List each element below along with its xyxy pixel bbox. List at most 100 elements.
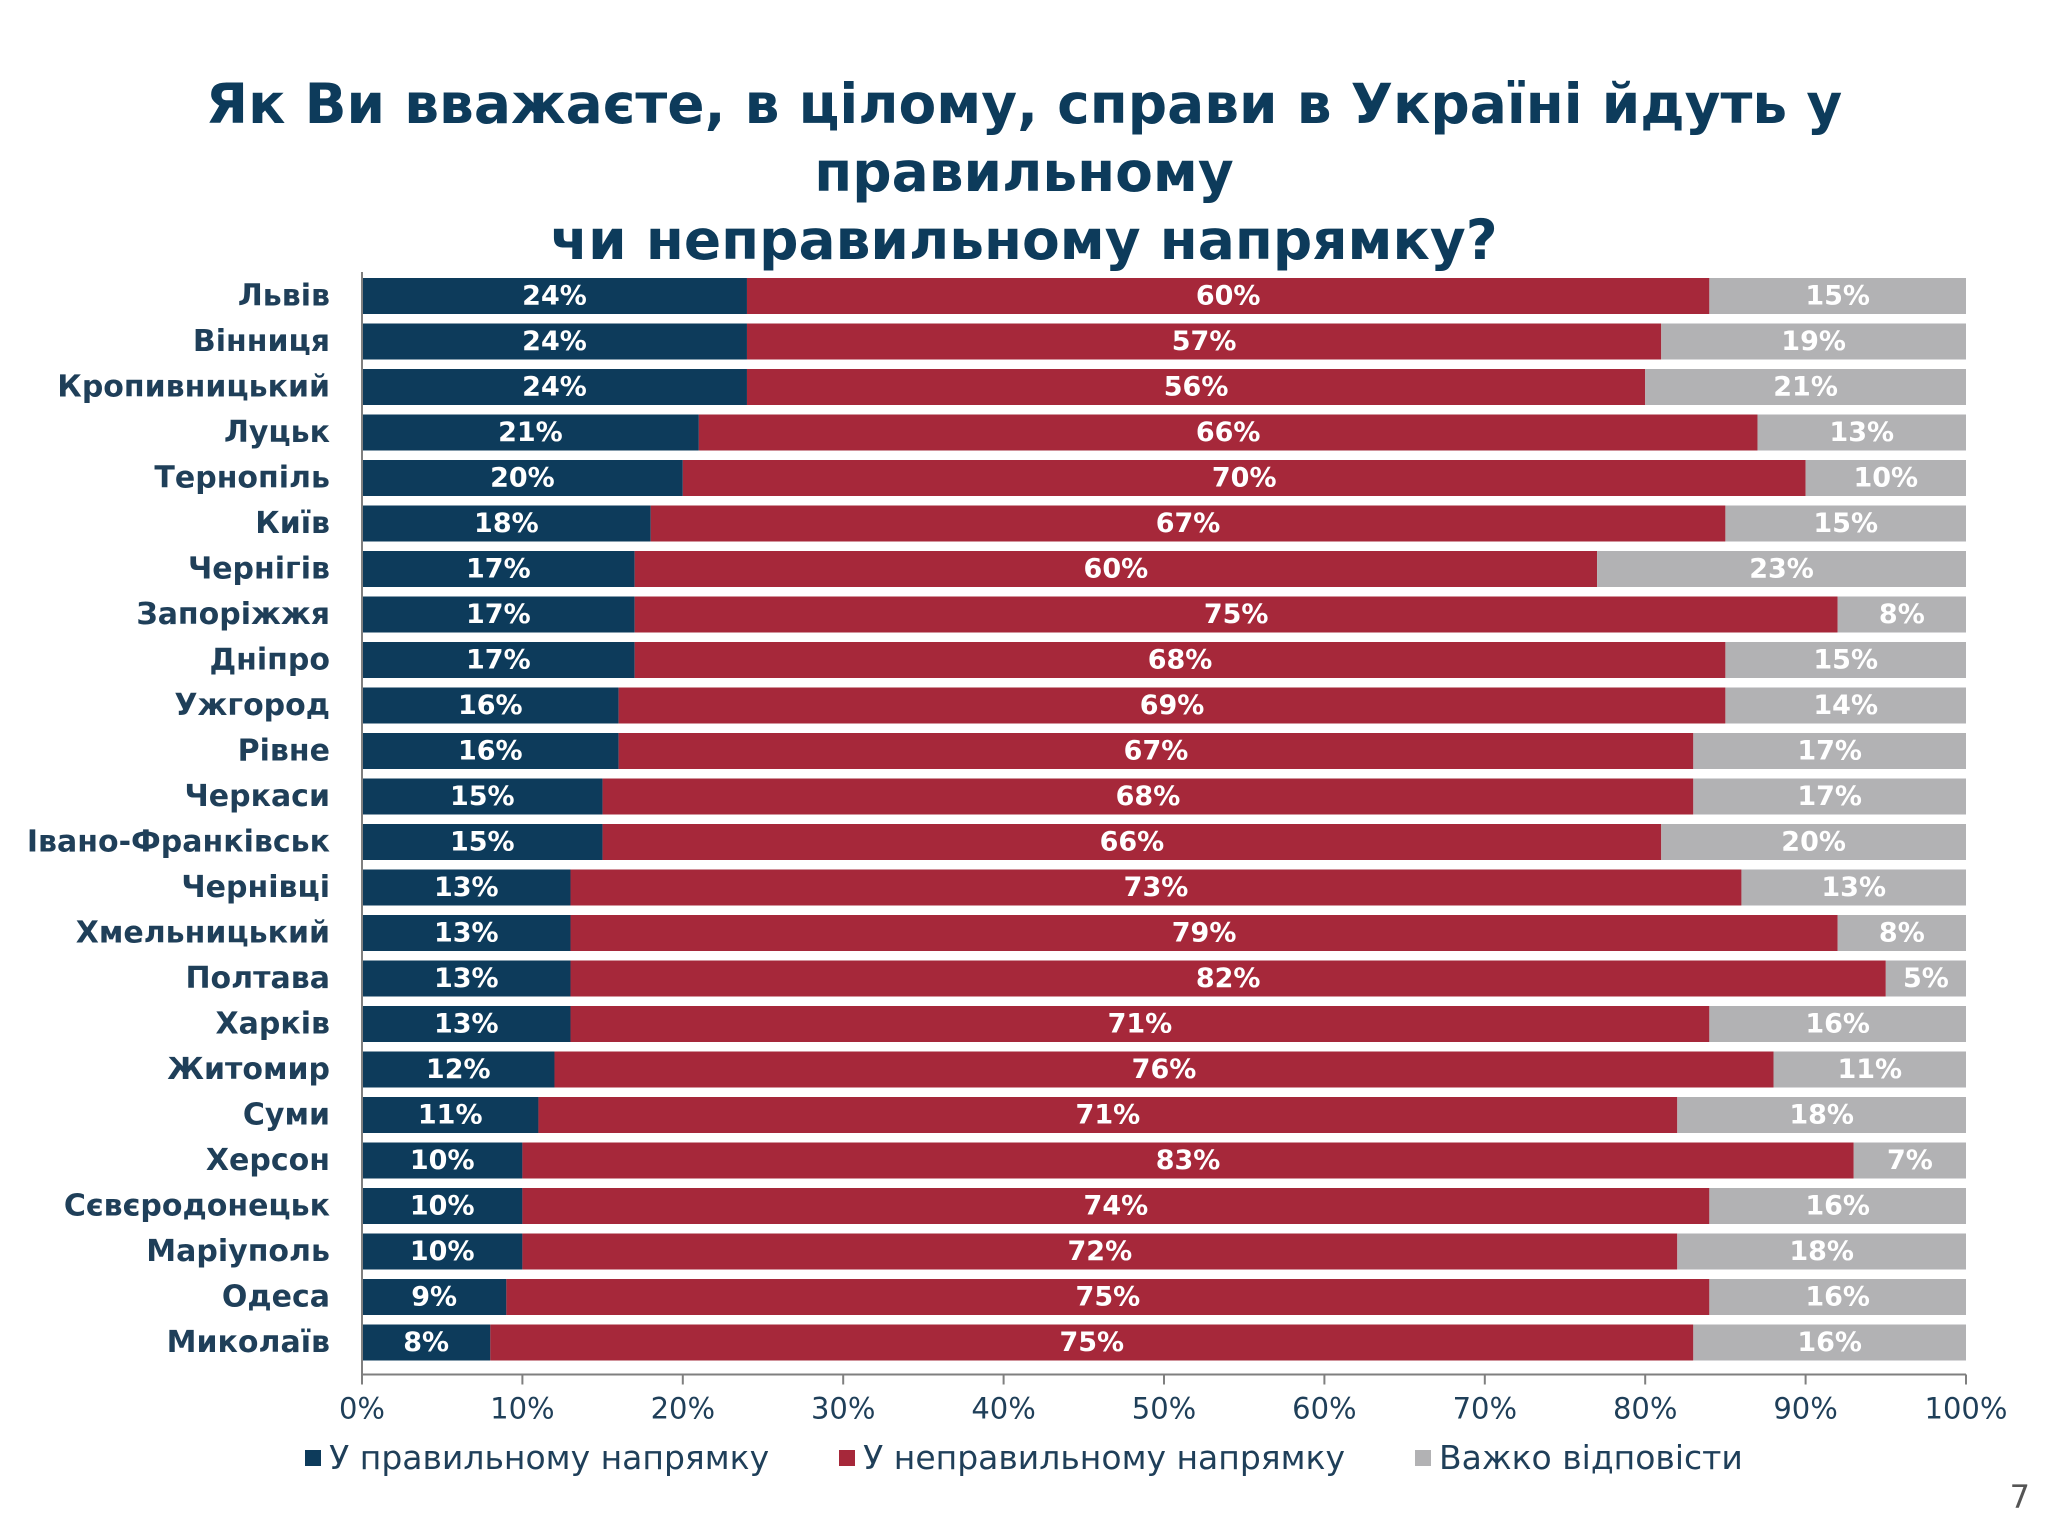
bar-segment-wrong xyxy=(522,1188,1710,1224)
bar-segment-right xyxy=(362,1233,523,1270)
category-label: Кропивницький xyxy=(57,370,330,405)
data-label-right: 13% xyxy=(434,872,499,903)
x-tick-label: 60% xyxy=(1292,1392,1356,1421)
category-label: Чернігів xyxy=(188,552,330,587)
legend-swatch-wrong xyxy=(839,1449,856,1466)
bar-segment-wrong xyxy=(634,596,1838,633)
category-label: Херсон xyxy=(206,1143,330,1178)
category-label: Київ xyxy=(255,506,330,541)
bar-segment-wrong xyxy=(570,869,1742,906)
bar-segment-wrong xyxy=(682,460,1806,496)
data-label-wrong: 68% xyxy=(1148,645,1213,676)
data-label-wrong: 79% xyxy=(1172,918,1237,949)
category-label: Одеса xyxy=(222,1280,330,1315)
bar-segment-right xyxy=(362,551,635,587)
bar-segment-hard xyxy=(1677,1097,1966,1133)
chart-legend: У правильному напрямку У неправильному н… xyxy=(0,1438,2048,1477)
legend-label-wrong: У неправильному напрямку xyxy=(863,1438,1346,1477)
bar-segment-wrong xyxy=(522,1233,1678,1270)
data-label-right: 24% xyxy=(522,281,587,312)
bar-segment-right xyxy=(362,323,747,360)
bar-segment-wrong xyxy=(506,1279,1710,1315)
data-label-right: 15% xyxy=(450,781,515,812)
data-label-hard: 15% xyxy=(1813,645,1878,676)
bar-segment-hard xyxy=(1709,1006,1966,1042)
bar-segment-wrong xyxy=(618,687,1726,724)
data-label-right: 8% xyxy=(403,1327,449,1358)
category-label: Сєвєродонецьк xyxy=(64,1189,330,1224)
bar-segment-right xyxy=(362,642,635,678)
data-label-right: 24% xyxy=(522,326,587,357)
bar-segment-right xyxy=(362,596,635,633)
bar-segment-hard xyxy=(1693,778,1966,815)
data-label-right: 10% xyxy=(410,1191,475,1222)
bar-segment-hard xyxy=(1693,733,1966,769)
bar-segment-right xyxy=(362,278,747,314)
bar-segment-hard xyxy=(1773,1051,1966,1088)
bar-segment-wrong xyxy=(554,1051,1774,1088)
data-label-hard: 15% xyxy=(1805,281,1870,312)
data-label-wrong: 75% xyxy=(1204,599,1269,630)
data-label-hard: 7% xyxy=(1887,1145,1933,1176)
data-label-wrong: 57% xyxy=(1172,326,1237,357)
bar-segment-hard xyxy=(1725,505,1966,542)
data-label-hard: 11% xyxy=(1837,1054,1902,1085)
bar-segment-right xyxy=(362,1188,523,1224)
data-label-right: 17% xyxy=(466,599,531,630)
data-label-hard: 14% xyxy=(1813,690,1878,721)
legend-item-hard: Важко відповісти xyxy=(1415,1438,1743,1477)
bar-segment-wrong xyxy=(490,1324,1694,1361)
data-label-wrong: 66% xyxy=(1196,417,1261,448)
chart-title: Як Ви вважаєте, в цілому, справи в Украї… xyxy=(0,70,2048,274)
data-label-wrong: 69% xyxy=(1140,690,1205,721)
data-label-hard: 17% xyxy=(1797,736,1862,767)
x-tick-label: 20% xyxy=(651,1392,715,1421)
category-label: Луцьк xyxy=(224,415,330,450)
data-label-wrong: 75% xyxy=(1059,1327,1124,1358)
legend-label-hard: Важко відповісти xyxy=(1439,1438,1743,1477)
category-label: Маріуполь xyxy=(146,1234,330,1269)
bar-segment-hard xyxy=(1757,414,1966,451)
data-label-wrong: 75% xyxy=(1076,1282,1141,1313)
data-label-hard: 17% xyxy=(1797,781,1862,812)
chart-title-line-1: Як Ви вважаєте, в цілому, справи в Украї… xyxy=(205,72,1843,204)
x-tick-label: 50% xyxy=(1132,1392,1196,1421)
data-label-hard: 19% xyxy=(1781,326,1846,357)
bar-segment-wrong xyxy=(570,1006,1710,1042)
data-label-hard: 16% xyxy=(1805,1282,1870,1313)
bar-segment-wrong xyxy=(746,323,1662,360)
legend-item-wrong: У неправильному напрямку xyxy=(839,1438,1345,1477)
bar-segment-right xyxy=(362,869,571,906)
bar-segment-wrong xyxy=(650,505,1726,542)
bar-segment-hard xyxy=(1725,687,1966,724)
data-label-right: 10% xyxy=(410,1236,475,1267)
data-label-right: 10% xyxy=(410,1145,475,1176)
x-tick-label: 0% xyxy=(339,1392,385,1421)
x-tick-label: 40% xyxy=(971,1392,1035,1421)
data-label-hard: 23% xyxy=(1749,554,1814,585)
category-label: Вінниця xyxy=(193,324,330,359)
bar-segment-hard xyxy=(1709,1279,1966,1315)
data-label-right: 15% xyxy=(450,827,515,858)
data-label-right: 11% xyxy=(418,1100,483,1131)
bar-segment-wrong xyxy=(746,278,1710,314)
page-number: 7 xyxy=(2009,1478,2030,1516)
data-label-hard: 10% xyxy=(1853,463,1918,494)
bar-segment-hard xyxy=(1693,1324,1966,1361)
data-label-right: 20% xyxy=(490,463,555,494)
bar-segment-wrong xyxy=(746,369,1646,405)
bar-segment-right xyxy=(362,460,683,496)
bar-segment-wrong xyxy=(634,642,1726,678)
bar-segment-hard xyxy=(1725,642,1966,678)
bar-segment-hard xyxy=(1837,596,1966,633)
data-label-hard: 16% xyxy=(1805,1191,1870,1222)
bar-segment-wrong xyxy=(602,778,1694,815)
bar-segment-hard xyxy=(1853,1142,1966,1179)
bar-segment-hard xyxy=(1645,369,1966,405)
category-label: Хмельницький xyxy=(76,916,330,951)
bar-segment-wrong xyxy=(538,1097,1678,1133)
bar-segment-hard xyxy=(1597,551,1966,587)
data-label-wrong: 73% xyxy=(1124,872,1189,903)
legend-item-right: У правильному напрямку xyxy=(305,1438,769,1477)
x-tick-label: 30% xyxy=(811,1392,875,1421)
